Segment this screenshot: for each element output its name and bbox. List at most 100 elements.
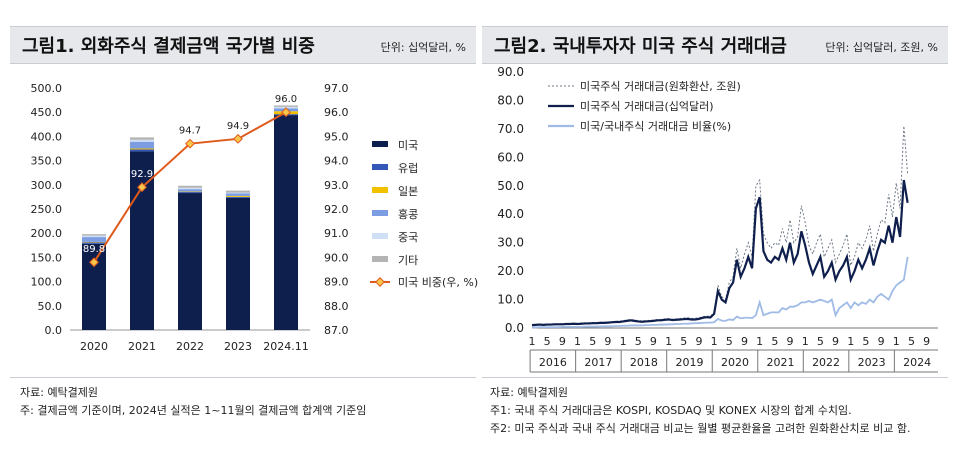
month-tick-label: 5 <box>544 335 551 348</box>
year-label: 2020 <box>721 356 749 369</box>
month-tick-label: 9 <box>923 335 930 348</box>
year-label: 2019 <box>675 356 703 369</box>
year-label: 2018 <box>630 356 658 369</box>
bar-일본 <box>130 148 154 150</box>
figure1-note: 주: 결제금액 기준이며, 2024년 실적은 1~11월의 결제금액 합계액 … <box>20 404 367 417</box>
data-label: 89.8 <box>83 244 105 255</box>
bar-홍콩 <box>178 189 202 192</box>
y2-tick-label: 94.0 <box>324 155 349 168</box>
x-tick-label: 2021 <box>128 340 156 353</box>
figure1-chart: 0.0 50.0 100.0 150.0 200.0 250.0 300.0 350.0 400… <box>31 82 479 353</box>
bar-유럽 <box>82 242 106 244</box>
y2-tick-label: 89.0 <box>324 276 349 289</box>
y2-tick-label: 90.0 <box>324 251 349 264</box>
month-tick-label: 1 <box>756 335 763 348</box>
data-label: 96.0 <box>275 94 297 105</box>
y-tick-label: 20.0 <box>497 264 524 278</box>
legend-line-marker <box>375 277 385 287</box>
y-tick-label: 80.0 <box>497 93 524 107</box>
bar-유럽 <box>178 192 202 194</box>
figure2-unit: 단위: 십억달러, 조원, % <box>825 41 938 54</box>
figure1-unit: 단위: 십억달러, % <box>380 41 466 54</box>
bar-기타 <box>130 137 154 140</box>
month-tick-label: 1 <box>574 335 581 348</box>
figure2-header: 그림2. 국내투자자 미국 주식 거래대금 단위: 십억달러, 조원, % <box>482 26 948 64</box>
figure2-chart: 0.0 10.0 20.0 30.0 40.0 50.0 60.0 70.0 80.0 90.0 1… <box>497 65 938 373</box>
figure1-title: 그림1. 외화주식 결제금액 국가별 비중 <box>22 36 315 57</box>
bar-기타 <box>274 105 298 107</box>
y-tick-label: 400.0 <box>31 130 63 143</box>
month-tick-label: 9 <box>650 335 657 348</box>
x-tick-label: 2023 <box>224 340 252 353</box>
bar-일본 <box>226 195 250 197</box>
line-marker <box>89 257 99 268</box>
figure1-panel: 그림1. 외화주식 결제금액 국가별 비중 단위: 십억달러, % 0.0 50.… <box>0 0 478 457</box>
month-tick-label: 5 <box>817 335 824 348</box>
month-tick-label: 5 <box>589 335 596 348</box>
bar-홍콩 <box>130 141 154 149</box>
y-tick-label: 350.0 <box>31 155 63 168</box>
legend-swatch <box>372 233 388 239</box>
bar-미국 <box>178 193 202 330</box>
legend-swatch <box>372 256 388 262</box>
year-label: 2017 <box>584 356 612 369</box>
y-tick-label: 450.0 <box>31 106 63 119</box>
bar-중국 <box>178 187 202 190</box>
x-tick-label: 2024.11 <box>263 340 309 353</box>
bar-미국 <box>226 197 250 330</box>
bar-중국 <box>130 139 154 142</box>
month-tick-label: 5 <box>680 335 687 348</box>
month-tick-label: 5 <box>771 335 778 348</box>
bar-기타 <box>178 185 202 188</box>
month-tick-label: 9 <box>695 335 702 348</box>
legend-label: 일본 <box>398 184 418 198</box>
y-tick-label: 40.0 <box>497 207 524 221</box>
month-tick-label: 1 <box>529 335 536 348</box>
month-tick-label: 1 <box>620 335 627 348</box>
month-tick-label: 5 <box>635 335 642 348</box>
bar-유럽 <box>130 149 154 152</box>
y-tick-label: 50.0 <box>38 300 63 313</box>
y-tick-label: 70.0 <box>497 122 524 136</box>
legend-label: 유럽 <box>398 161 418 175</box>
data-label: 92.9 <box>131 169 153 180</box>
line-marker <box>233 133 243 144</box>
line-marker <box>137 182 147 193</box>
y2-tick-label: 96.0 <box>324 106 349 119</box>
month-tick-label: 1 <box>802 335 809 348</box>
y-tick-label: 50.0 <box>497 179 524 193</box>
year-label: 2023 <box>858 356 886 369</box>
month-tick-label: 9 <box>878 335 885 348</box>
month-tick-label: 9 <box>832 335 839 348</box>
x-tick-label: 2020 <box>80 340 108 353</box>
legend-label: 미국 비중(우, %) <box>398 276 478 289</box>
month-tick-label: 5 <box>908 335 915 348</box>
y-tick-label: 150.0 <box>31 251 63 264</box>
legend-label: 중국 <box>398 231 418 244</box>
legend-label: 미국 <box>398 139 418 152</box>
legend-label: 홍콩 <box>398 207 418 221</box>
line-marker <box>185 138 195 149</box>
legend-swatch <box>372 164 388 170</box>
y-tick-label: 300.0 <box>31 179 63 192</box>
bar-미국 <box>274 115 298 330</box>
line-marker <box>281 107 291 118</box>
month-tick-label: 1 <box>711 335 718 348</box>
legend-swatch <box>372 210 388 216</box>
bar-기타 <box>226 190 250 193</box>
y2-tick-label: 93.0 <box>324 179 349 192</box>
y2-tick-label: 97.0 <box>324 82 349 95</box>
legend-label: 기타 <box>398 254 418 267</box>
figure2-source: 자료: 예탁결제원 <box>490 386 569 399</box>
data-label: 94.9 <box>227 121 249 132</box>
bar-유럽 <box>226 196 250 198</box>
year-label: 2021 <box>767 356 795 369</box>
month-tick-label: 1 <box>847 335 854 348</box>
y-tick-label: 30.0 <box>497 236 524 250</box>
y2-tick-label: 87.0 <box>324 324 349 337</box>
y2-tick-label: 92.0 <box>324 203 349 216</box>
month-tick-label: 5 <box>862 335 869 348</box>
y-tick-label: 60.0 <box>497 150 524 164</box>
figure2-note2: 주2: 미국 주식과 국내 주식 거래대금 비교는 월별 평균환율을 고려한 원… <box>490 422 911 435</box>
y-tick-label: 0.0 <box>45 324 63 337</box>
